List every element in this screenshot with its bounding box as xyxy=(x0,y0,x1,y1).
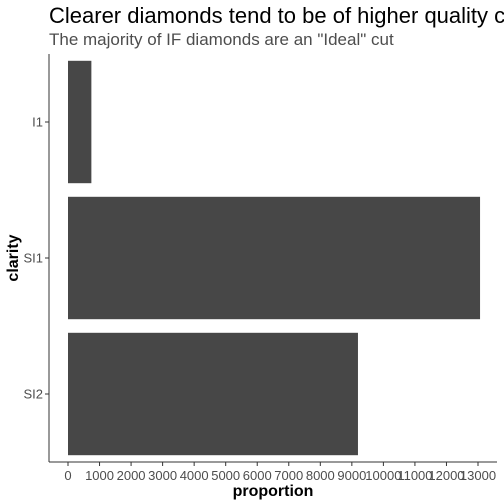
x-tick-label: 9000 xyxy=(337,468,366,483)
x-tick-label: 8000 xyxy=(306,468,335,483)
x-tick-label: 11000 xyxy=(397,468,432,483)
x-tick-label: 13000 xyxy=(460,468,496,483)
x-tick-label: 1000 xyxy=(85,468,114,483)
x-tick-label: 5000 xyxy=(211,468,240,483)
bar-si1 xyxy=(68,196,481,320)
y-axis-ticks: I1 SI1 SI2 xyxy=(23,115,49,402)
chart-title: Clearer diamonds tend to be of higher qu… xyxy=(49,3,504,28)
x-tick-label: 7000 xyxy=(274,468,303,483)
y-axis-title: clarity xyxy=(5,234,22,281)
x-tick-label: 4000 xyxy=(180,468,209,483)
x-tick-label: 6000 xyxy=(243,468,272,483)
chart-subtitle: The majority of IF diamonds are an "Idea… xyxy=(49,30,394,49)
x-axis-ticks: 0 1000 2000 3000 4000 5000 6000 7000 8000 9000100… xyxy=(64,462,496,483)
plot-area xyxy=(68,60,481,456)
x-axis-title: proportion xyxy=(233,483,314,500)
x-tick-label: 2000 xyxy=(117,468,146,483)
x-tick-label: 10000 xyxy=(365,468,401,483)
x-tick-label: 3000 xyxy=(148,468,177,483)
x-tick-label: 0 xyxy=(64,468,71,483)
y-tick-label: SI1 xyxy=(23,251,43,266)
bar-i1 xyxy=(68,60,92,184)
bar-si2 xyxy=(68,332,358,456)
y-tick-label: I1 xyxy=(32,115,43,130)
x-tick-label: 12000 xyxy=(428,468,464,483)
y-tick-label: SI2 xyxy=(23,387,43,402)
